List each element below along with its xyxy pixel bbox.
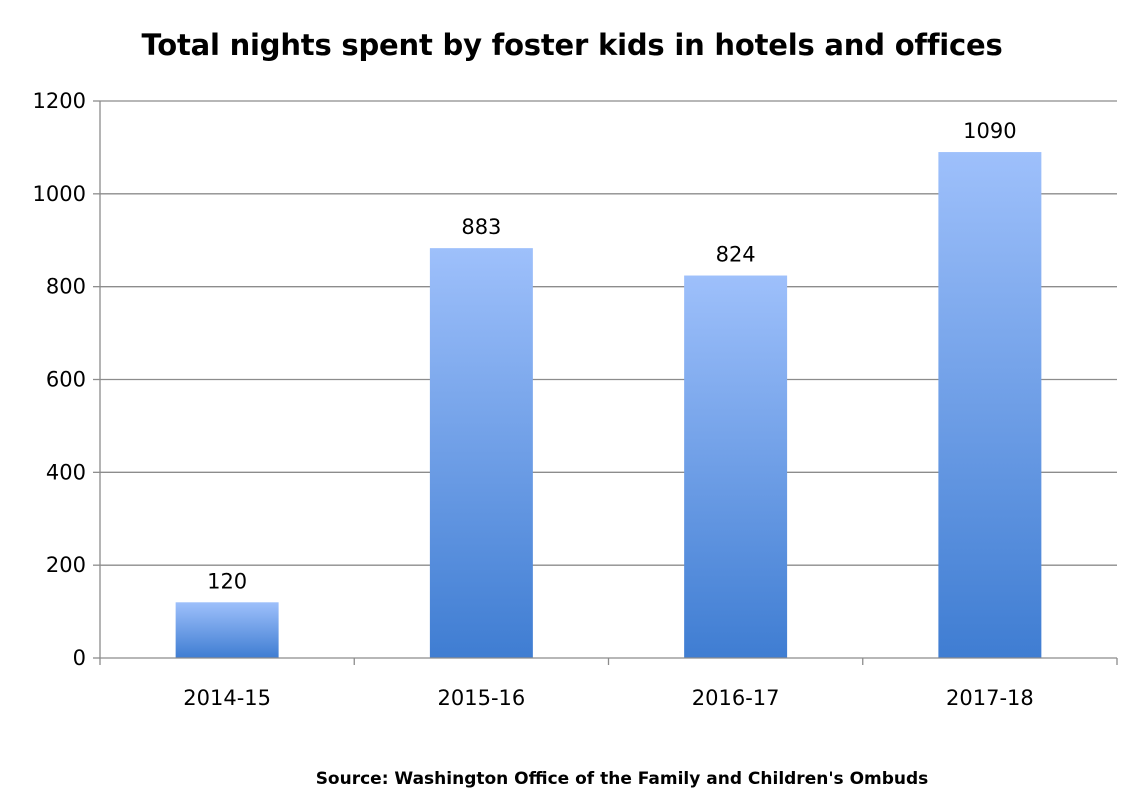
data-label: 883 [461,215,501,239]
y-tick-label: 0 [73,646,86,670]
y-tick-label: 400 [46,460,86,484]
y-tick-label: 600 [46,368,86,392]
y-tick-label: 1200 [33,89,86,113]
labels: 0 200 400 600 800 1000 1200 120 2014-15 883 2015-1… [33,89,1034,710]
data-label: 1090 [963,119,1016,143]
source-note: Source: Washington Office of the Family … [315,769,929,789]
bar-2016-17 [684,275,788,658]
bar-2014-15 [175,602,279,658]
x-tick-label: 2014-15 [183,686,271,710]
x-tick-label: 2016-17 [692,686,780,710]
bar-2017-18 [938,152,1042,658]
bars [175,152,1042,658]
x-tick-label: 2017-18 [946,686,1034,710]
y-tick-label: 200 [46,553,86,577]
axes [93,100,1118,665]
y-tick-label: 800 [46,275,86,299]
y-tick-label: 1000 [33,182,86,206]
gridlines [100,100,1117,566]
x-tick-label: 2015-16 [438,686,526,710]
bar-2015-16 [429,248,533,658]
data-label: 120 [207,569,247,593]
chart-title: Total nights spent by foster kids in hot… [141,28,1003,62]
data-label: 824 [716,243,756,267]
